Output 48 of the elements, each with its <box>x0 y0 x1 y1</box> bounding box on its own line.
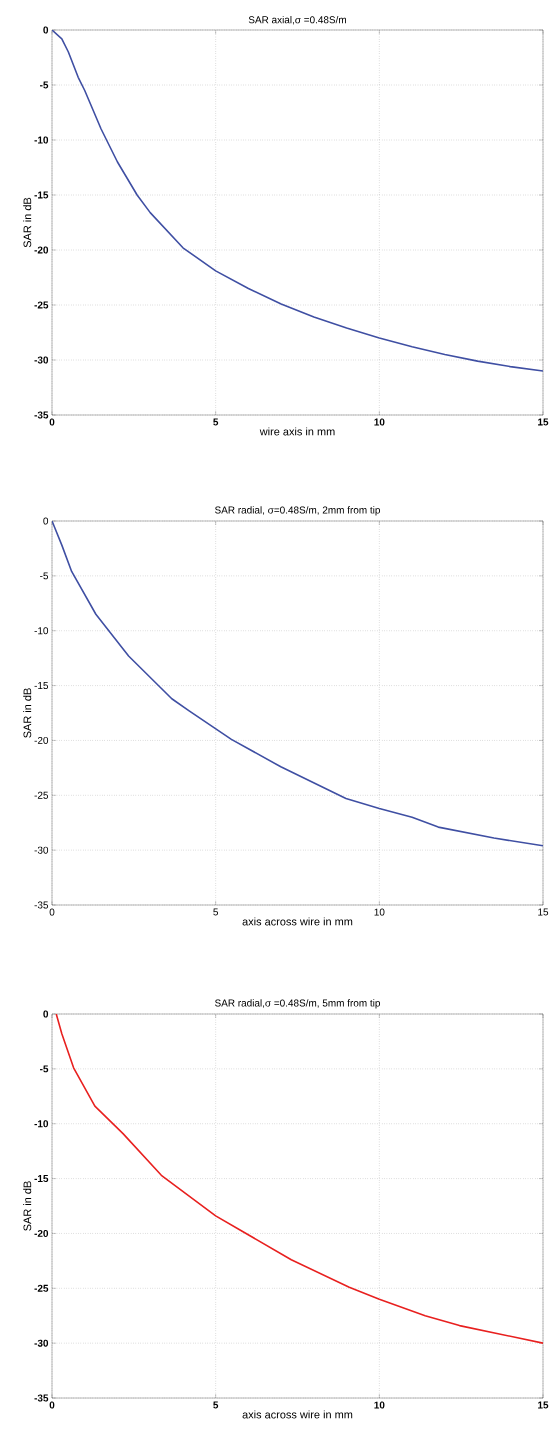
x-tick-label: 10 <box>374 418 385 426</box>
chart-title: SAR axial,σ =0.48S/m <box>248 16 346 25</box>
x-tick-label: 0 <box>49 418 55 426</box>
x-tick-label: 15 <box>538 1401 549 1409</box>
y-axis-title: SAR in dB <box>23 1181 32 1231</box>
y-axis-title: SAR in dB <box>23 197 32 248</box>
y-tick-label: -30 <box>34 846 49 854</box>
y-tick-label: -15 <box>34 682 49 690</box>
x-tick-label: 5 <box>213 908 219 916</box>
x-axis-title: wire axis in mm <box>259 427 335 436</box>
y-tick-label: -20 <box>34 736 49 744</box>
y-tick-label: -5 <box>40 572 49 580</box>
x-tick-label: 0 <box>49 1401 55 1409</box>
y-axis-title: SAR in dB <box>23 688 32 738</box>
y-tick-label: -10 <box>34 627 49 635</box>
chart-title: SAR radial, σ=0.48S/m, 2mm from tip <box>215 506 381 516</box>
y-tick-label: -15 <box>34 191 49 199</box>
y-tick-label: -30 <box>34 1339 49 1347</box>
y-tick-label: -10 <box>34 1120 49 1128</box>
y-tick-label: -25 <box>34 301 49 309</box>
y-tick-label: -35 <box>34 1394 49 1402</box>
y-tick-label: 0 <box>43 517 49 525</box>
y-tick-label: -30 <box>34 356 49 364</box>
y-tick-label: -5 <box>40 81 49 89</box>
y-tick-label: -20 <box>34 246 49 254</box>
y-tick-label: -35 <box>34 411 49 419</box>
x-tick-label: 15 <box>538 908 549 916</box>
x-tick-label: 0 <box>49 908 55 916</box>
x-tick-label: 10 <box>374 1401 385 1409</box>
y-tick-label: -10 <box>34 136 49 144</box>
x-axis-title: axis across wire in mm <box>242 1410 353 1419</box>
y-tick-label: -15 <box>34 1175 49 1183</box>
y-tick-label: -25 <box>34 1284 49 1292</box>
x-tick-label: 5 <box>213 418 219 426</box>
y-tick-label: -20 <box>34 1229 49 1237</box>
line-series <box>55 1014 544 1344</box>
y-tick-label: 0 <box>43 1010 49 1018</box>
x-tick-label: 10 <box>374 908 385 916</box>
x-axis-title: axis across wire in mm <box>242 917 353 926</box>
chart-title: SAR radial,σ =0.48S/m, 5mm from tip <box>215 999 381 1009</box>
y-tick-label: -35 <box>34 901 49 909</box>
x-tick-label: 5 <box>213 1401 219 1409</box>
line-series <box>52 521 544 847</box>
y-tick-label: -5 <box>40 1065 49 1073</box>
y-tick-label: -25 <box>34 791 49 799</box>
line-series <box>52 30 544 372</box>
y-tick-label: 0 <box>43 26 49 34</box>
x-tick-label: 15 <box>538 418 549 426</box>
